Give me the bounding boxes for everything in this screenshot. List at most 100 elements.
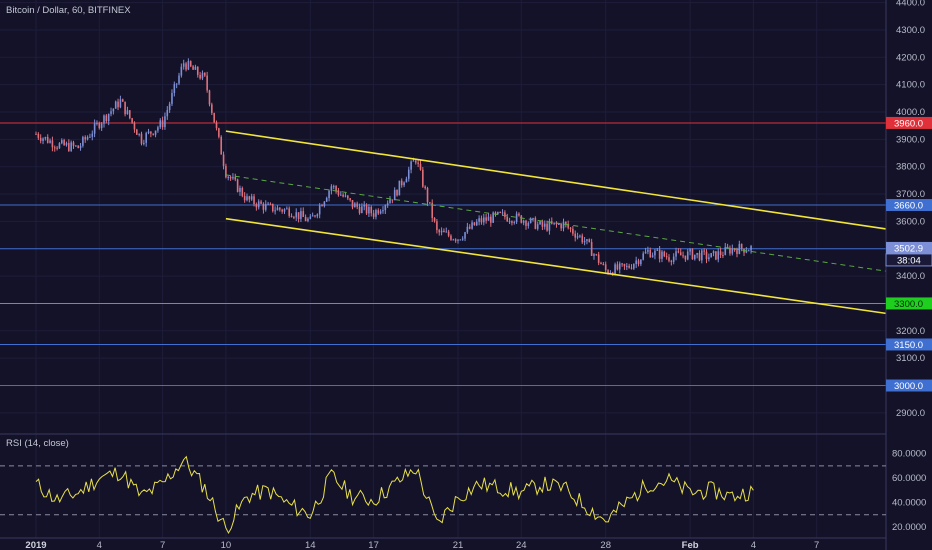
candle-body [515, 213, 518, 222]
candle-body [128, 110, 131, 119]
level-price-tag[interactable] [886, 297, 932, 310]
candle-body [529, 218, 532, 223]
candle-body [677, 251, 680, 253]
level-price-tag[interactable] [886, 198, 932, 211]
time-axis[interactable]: 2019 4 7 10 14 17 21 24 28 Feb 4 7 [25, 540, 819, 550]
channel-upper-line[interactable] [225, 130, 887, 230]
candle-body [543, 223, 546, 227]
rsi-pane [0, 455, 886, 535]
candle-body [232, 177, 234, 179]
candle-body [178, 75, 180, 84]
candle-body [189, 61, 192, 67]
candle-body [403, 182, 405, 186]
candle-body [204, 72, 206, 76]
candle-body [485, 217, 487, 221]
candle-body [354, 203, 356, 208]
candle-body [260, 201, 262, 204]
candle-body [152, 133, 155, 135]
candle-body [330, 186, 333, 191]
price-candles [35, 58, 752, 277]
level-price-tag[interactable] [886, 379, 932, 392]
candle-body [37, 133, 40, 138]
candle-body [131, 118, 133, 123]
rsi-tick-label: 80.0000 [892, 449, 926, 460]
candle-body [586, 239, 588, 241]
candle-body [332, 186, 335, 188]
candle-body [253, 196, 255, 205]
candle-body [651, 255, 654, 258]
candle-body [86, 137, 89, 140]
candle-body [255, 204, 258, 208]
candle-body [740, 244, 743, 249]
candle-body [440, 230, 443, 233]
candle-body [363, 204, 366, 207]
candle-body [145, 133, 147, 143]
candle-body [468, 226, 471, 229]
candle-body [68, 143, 70, 151]
candle-body [112, 108, 115, 112]
candle-body [567, 223, 569, 228]
candle-body [337, 190, 340, 195]
candle-body [187, 61, 190, 70]
candle-body [241, 187, 244, 196]
candle-body [461, 238, 464, 240]
time-tick-label: 17 [368, 540, 379, 550]
candle-body [527, 222, 530, 226]
candle-body [143, 142, 145, 144]
channel-midline[interactable] [225, 174, 887, 272]
level-price-tag[interactable] [886, 116, 932, 129]
countdown-tag [885, 253, 932, 267]
candle-body [576, 236, 579, 238]
level-price-tag[interactable] [886, 338, 932, 351]
candle-body [389, 199, 391, 204]
candle-body [269, 203, 272, 205]
candle-body [473, 222, 476, 226]
candle-body [628, 265, 630, 268]
candle-body [745, 251, 748, 253]
candle-body [49, 140, 51, 143]
candle-body [703, 250, 705, 252]
candle-body [243, 195, 246, 201]
candle-body [65, 143, 68, 146]
candle-body [736, 250, 738, 254]
candle-body [342, 194, 344, 197]
channel-lower-line[interactable] [225, 217, 887, 315]
candle-body [494, 212, 497, 215]
candle-body [96, 122, 98, 124]
candle-body [344, 195, 347, 197]
candle-body [114, 101, 117, 109]
candle-body [574, 233, 577, 238]
candle-body [501, 212, 504, 214]
price-tick-label: 2900.0 [896, 408, 925, 419]
candle-body [630, 267, 633, 269]
horizontal-levels [0, 122, 886, 386]
candle-body [726, 246, 729, 248]
candle-body [436, 221, 438, 231]
candle-body [379, 211, 382, 214]
candle-body [438, 230, 441, 233]
candle-body [633, 264, 635, 269]
candle-body [311, 215, 314, 217]
candle-body [691, 249, 694, 260]
candle-body [157, 127, 159, 131]
price-axis[interactable]: 4400.0 4300.0 4200.0 4100.0 4000.0 3900.0 3800… [885, 0, 932, 533]
candle-body [110, 111, 112, 114]
candle-body [234, 177, 237, 180]
candle-body [429, 202, 431, 204]
rsi-tick-label: 20.0000 [892, 522, 926, 533]
candle-body [506, 216, 509, 222]
last-price-tag[interactable] [886, 241, 932, 254]
candle-body [482, 217, 485, 223]
price-tick-label: 3700.0 [896, 189, 925, 200]
candle-body [452, 239, 455, 241]
candle-body [147, 131, 150, 134]
last-price-label: 3502.9 [894, 243, 923, 254]
candle-body [206, 75, 208, 91]
price-tick-label: 3600.0 [896, 216, 925, 227]
candle-body [196, 66, 199, 75]
candle-body [335, 186, 337, 191]
candle-body [323, 201, 326, 207]
candle-body [271, 203, 274, 212]
time-tick-label: 10 [221, 540, 232, 550]
